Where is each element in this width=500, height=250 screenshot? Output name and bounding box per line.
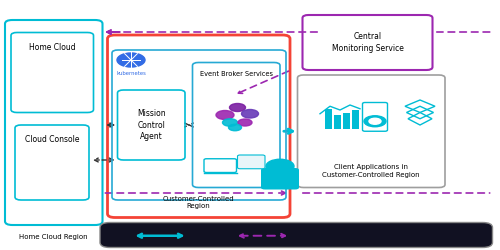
Text: Home Cloud Region: Home Cloud Region: [20, 234, 88, 240]
Circle shape: [216, 110, 234, 120]
Circle shape: [266, 159, 294, 173]
Text: kubernetes: kubernetes: [116, 71, 146, 76]
Circle shape: [238, 119, 252, 126]
FancyBboxPatch shape: [325, 109, 332, 129]
Text: Event Broker Services: Event Broker Services: [200, 71, 273, 77]
Text: Customer-Controlled
Region: Customer-Controlled Region: [163, 196, 234, 209]
Circle shape: [230, 104, 246, 112]
FancyBboxPatch shape: [238, 155, 265, 169]
Circle shape: [117, 53, 145, 67]
FancyBboxPatch shape: [100, 222, 492, 248]
FancyBboxPatch shape: [261, 168, 299, 190]
Text: Central
Monitoring Service: Central Monitoring Service: [332, 32, 404, 53]
FancyBboxPatch shape: [352, 110, 358, 129]
Circle shape: [242, 110, 258, 118]
Text: Cloud Console: Cloud Console: [25, 136, 79, 144]
Circle shape: [222, 119, 238, 126]
Text: Home Cloud: Home Cloud: [29, 43, 76, 52]
FancyBboxPatch shape: [334, 115, 340, 129]
Text: ⚙: ⚙: [246, 158, 256, 168]
Text: Client Applications in
Customer-Controlled Region: Client Applications in Customer-Controll…: [322, 164, 420, 178]
Text: Mission
Control
Agent: Mission Control Agent: [137, 109, 166, 141]
Circle shape: [369, 118, 381, 124]
Circle shape: [364, 116, 386, 127]
FancyBboxPatch shape: [343, 112, 349, 129]
Circle shape: [228, 124, 241, 131]
